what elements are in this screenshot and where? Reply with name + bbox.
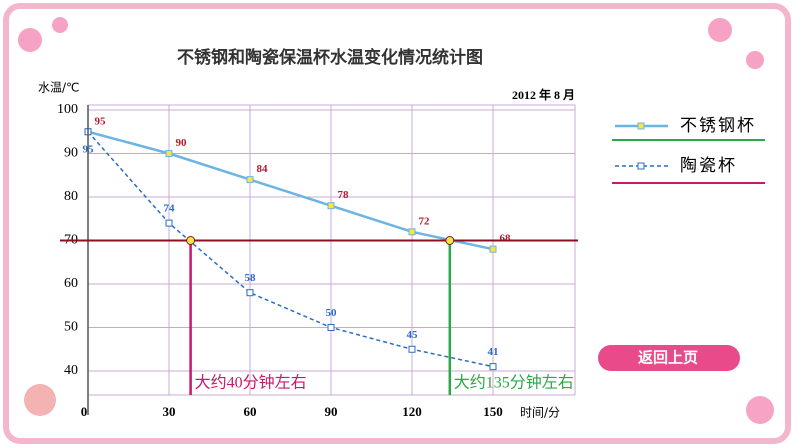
data-label: 68 [500,233,512,245]
data-point [246,176,254,184]
data-label: 90 [176,137,188,149]
data-label: 45 [407,329,419,341]
data-label: 58 [245,272,257,284]
data-label: 50 [326,307,338,319]
legend-label: 不锈钢杯 [680,116,756,136]
y-tick-label: 100 [57,102,78,117]
annotation: 大约40分钟左右 [195,374,307,392]
data-point [165,150,173,157]
y-tick-label: 50 [64,320,78,335]
y-tick-label: 80 [64,189,78,204]
x-tick-label: 60 [244,404,257,419]
y-tick-label: 60 [64,276,78,291]
data-label: 74 [164,203,176,215]
series-line [87,131,494,368]
chart-subtitle: 2012 年 8 月 [512,87,575,102]
legend-marker [637,122,645,130]
y-tick-label: 90 [64,146,78,161]
data-label: 72 [419,215,431,227]
data-point [327,324,335,331]
annotation: 大约135分钟左右 [454,374,574,392]
data-point [489,363,497,371]
x-tick-label: 150 [483,404,503,419]
chart-title: 不锈钢和陶瓷保温杯水温变化情况统计图 [177,47,483,68]
data-label: 78 [338,189,350,201]
back-button-label[interactable]: 返回上页 [638,349,698,367]
x-tick-label: 120 [402,404,422,419]
data-point [246,289,254,297]
intersection-point [445,236,455,245]
y-axis-label: 水温/℃ [38,81,80,95]
intersection-point [186,236,196,245]
x-tick-label: 90 [325,404,338,419]
data-point [327,202,335,210]
data-point [408,345,416,353]
back-button[interactable] [598,345,740,371]
x-tick-label: 30 [163,404,176,419]
data-label: 95 [95,115,107,127]
x-tick-label: 0 [81,404,88,419]
decoration [18,17,774,424]
data-point [489,245,497,253]
data-point [165,219,173,227]
legend-label: 陶瓷杯 [680,156,737,176]
series-line [87,130,494,251]
y-tick-label: 40 [64,363,78,378]
data-label: 84 [257,163,269,175]
data-label: 41 [488,346,499,358]
data-point [408,228,416,236]
x-axis-label: 时间/分 [520,406,560,420]
legend-marker [637,162,645,170]
